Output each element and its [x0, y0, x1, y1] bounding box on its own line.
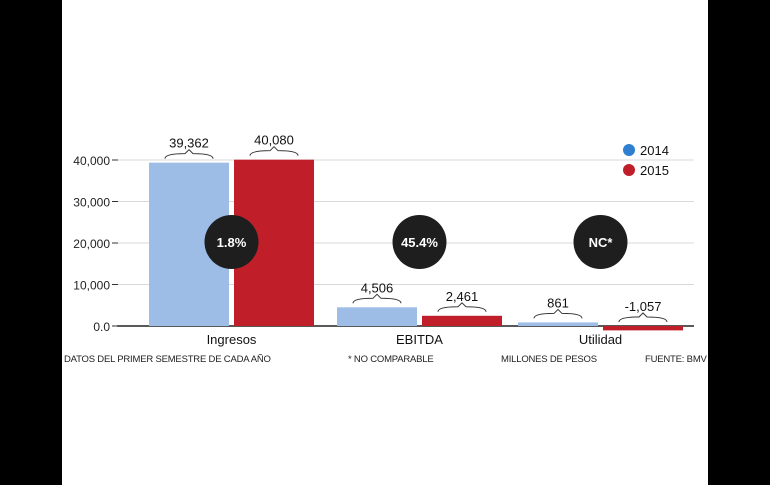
bar-ebitda-2015 [422, 315, 502, 326]
change-badge-ebitda [392, 215, 447, 269]
label-brace [618, 312, 668, 323]
chart-panel: 0.0 10,000 20,000 30,000 40,000 39,362 40,080… [62, 0, 708, 485]
legend-marker-2014 [623, 144, 635, 156]
bar-ebitda-2014 [337, 307, 417, 326]
change-badge-label: NC* [589, 235, 614, 250]
legend-label-2014: 2014 [640, 143, 669, 158]
category-labels: Ingresos EBITDA Utilidad [207, 332, 623, 347]
category-label-utilidad: Utilidad [579, 332, 622, 347]
y-tick-label: 30,000 [73, 196, 110, 210]
y-tick-label: 10,000 [73, 279, 110, 293]
y-axis-ticks: 0.0 10,000 20,000 30,000 40,000 [73, 154, 118, 334]
y-tick-label: 20,000 [73, 237, 110, 251]
change-badge-label: 1.8% [217, 235, 247, 250]
legend-marker-2015 [623, 164, 635, 176]
change-badge-utilidad [573, 215, 628, 269]
data-label-ebitda-2014: 4,506 [361, 280, 394, 295]
data-label-ingresos-2014: 39,362 [169, 136, 209, 151]
data-labels: 39,362 40,080 4,506 2,461 861 -1,057 [164, 133, 668, 323]
label-brace [164, 148, 214, 159]
label-brace [533, 308, 583, 319]
category-label-ingresos: Ingresos [207, 332, 257, 347]
data-label-ebitda-2015: 2,461 [446, 289, 479, 304]
legend-label-2015: 2015 [640, 163, 669, 178]
label-brace [437, 302, 487, 312]
data-label-ingresos-2015: 40,080 [254, 133, 294, 148]
legend: 2014 2015 [623, 143, 669, 178]
label-brace [352, 293, 402, 304]
bar-utilidad-2014 [518, 322, 598, 326]
footer-note-period: DATOS DEL PRIMER SEMESTRE DE CADA AÑO [64, 354, 271, 365]
y-tick-label: 0.0 [93, 320, 110, 334]
footer-note-not-comparable: * NO COMPARABLE [348, 354, 434, 365]
y-tick-label: 40,000 [73, 154, 110, 168]
bar-chart: 0.0 10,000 20,000 30,000 40,000 39,362 40,080… [73, 133, 694, 347]
bar-utilidad-2015 [603, 326, 683, 331]
change-badge-label: 45.4% [401, 235, 438, 250]
data-label-utilidad-2014: 861 [547, 295, 569, 310]
category-label-ebitda: EBITDA [396, 332, 443, 347]
footer-note-source: FUENTE: BMV [645, 354, 707, 365]
left-black-border [0, 0, 62, 485]
label-brace [249, 145, 299, 156]
right-black-border [708, 0, 770, 485]
change-badge-ingresos [204, 215, 259, 269]
change-badges: 1.8% 45.4% NC* [204, 215, 628, 269]
footer-note-units: MILLONES DE PESOS [501, 354, 597, 365]
data-label-utilidad-2015: -1,057 [625, 299, 662, 314]
